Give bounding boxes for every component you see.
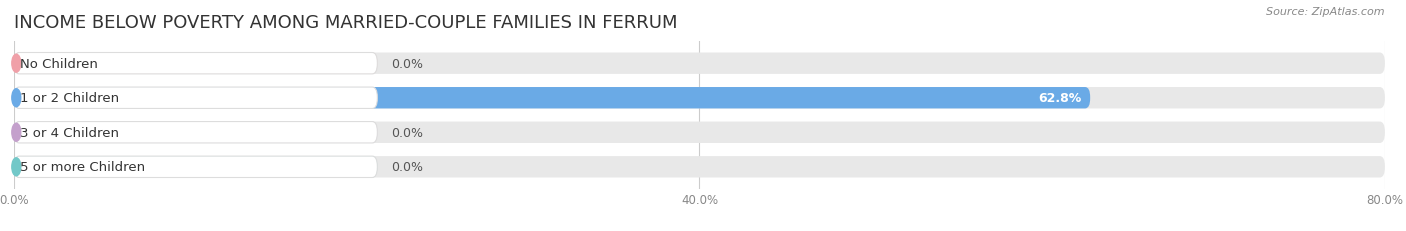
Text: Source: ZipAtlas.com: Source: ZipAtlas.com [1267,7,1385,17]
FancyBboxPatch shape [14,156,377,178]
Circle shape [11,124,21,142]
FancyBboxPatch shape [14,53,1385,75]
Text: INCOME BELOW POVERTY AMONG MARRIED-COUPLE FAMILIES IN FERRUM: INCOME BELOW POVERTY AMONG MARRIED-COUPL… [14,14,678,32]
Circle shape [11,158,21,176]
Circle shape [11,55,21,73]
FancyBboxPatch shape [14,156,1385,178]
Text: 62.8%: 62.8% [1039,92,1081,105]
FancyBboxPatch shape [14,122,377,143]
Circle shape [11,89,21,107]
FancyBboxPatch shape [14,53,377,75]
Text: 0.0%: 0.0% [391,58,423,70]
FancyBboxPatch shape [14,88,1385,109]
FancyBboxPatch shape [14,53,377,75]
FancyBboxPatch shape [14,122,377,143]
Text: 1 or 2 Children: 1 or 2 Children [20,92,120,105]
FancyBboxPatch shape [14,88,1090,109]
Text: No Children: No Children [20,58,98,70]
FancyBboxPatch shape [14,122,1385,143]
FancyBboxPatch shape [14,88,377,109]
Text: 0.0%: 0.0% [391,126,423,139]
Text: 5 or more Children: 5 or more Children [20,161,145,173]
FancyBboxPatch shape [14,156,377,178]
Text: 0.0%: 0.0% [391,161,423,173]
Text: 3 or 4 Children: 3 or 4 Children [20,126,120,139]
